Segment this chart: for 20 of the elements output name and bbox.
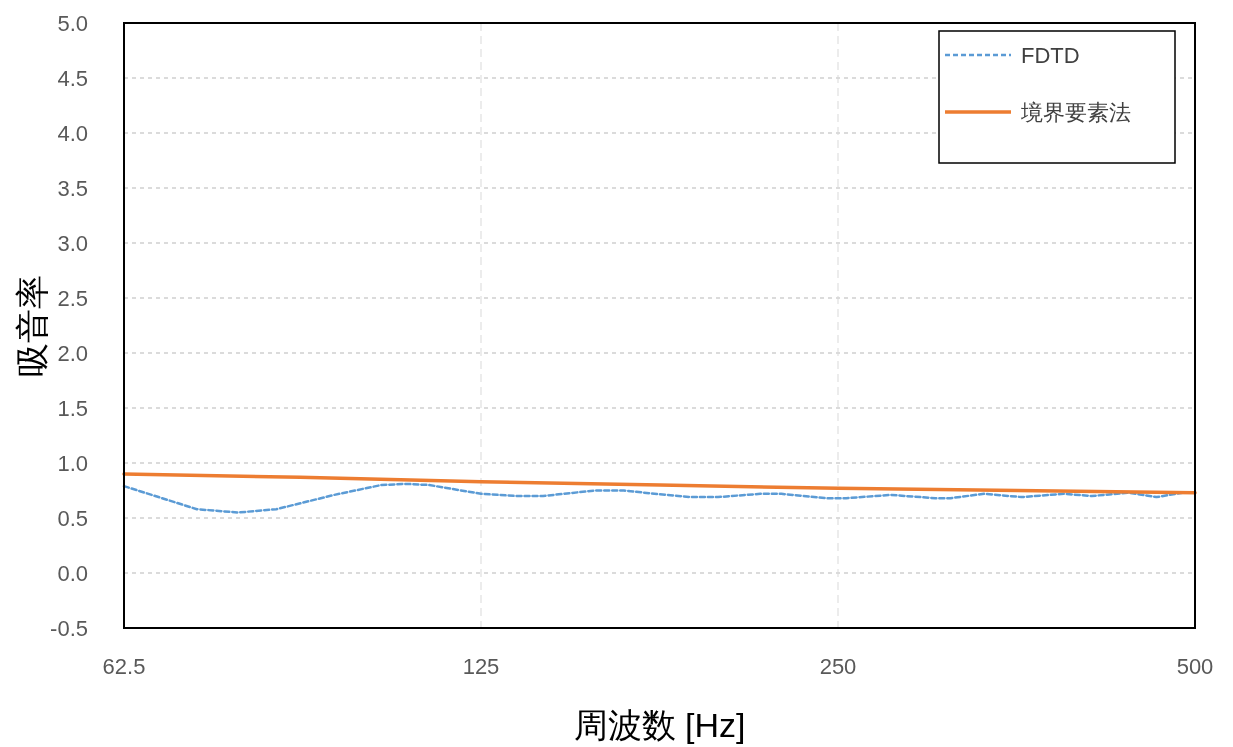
y-axis-title: 吸音率: [13, 274, 51, 377]
y-tick-label: 4.0: [57, 121, 88, 146]
y-tick-label: 2.0: [57, 341, 88, 366]
y-tick-label: 0.0: [57, 561, 88, 586]
x-tick-label: 125: [462, 654, 500, 679]
x-tick-label: 62.5: [102, 654, 146, 679]
y-tick-label: 1.0: [57, 451, 88, 476]
y-tick-label: 1.5: [57, 396, 88, 421]
y-tick-label: 4.5: [57, 66, 88, 91]
y-tick-label: 3.5: [57, 176, 88, 201]
y-tick-label: 5.0: [57, 11, 88, 36]
x-tick-label: 250: [819, 654, 857, 679]
x-axis-title: 周波数 [Hz]: [573, 706, 746, 744]
x-tick-label: 500: [1176, 654, 1214, 679]
legend-label: FDTD: [1021, 43, 1080, 68]
y-tick-label: 0.5: [57, 506, 88, 531]
legend-label: 境界要素法: [1020, 100, 1131, 125]
y-tick-label: -0.5: [50, 616, 88, 641]
y-tick-label: 3.0: [57, 231, 88, 256]
y-tick-label: 2.5: [57, 286, 88, 311]
